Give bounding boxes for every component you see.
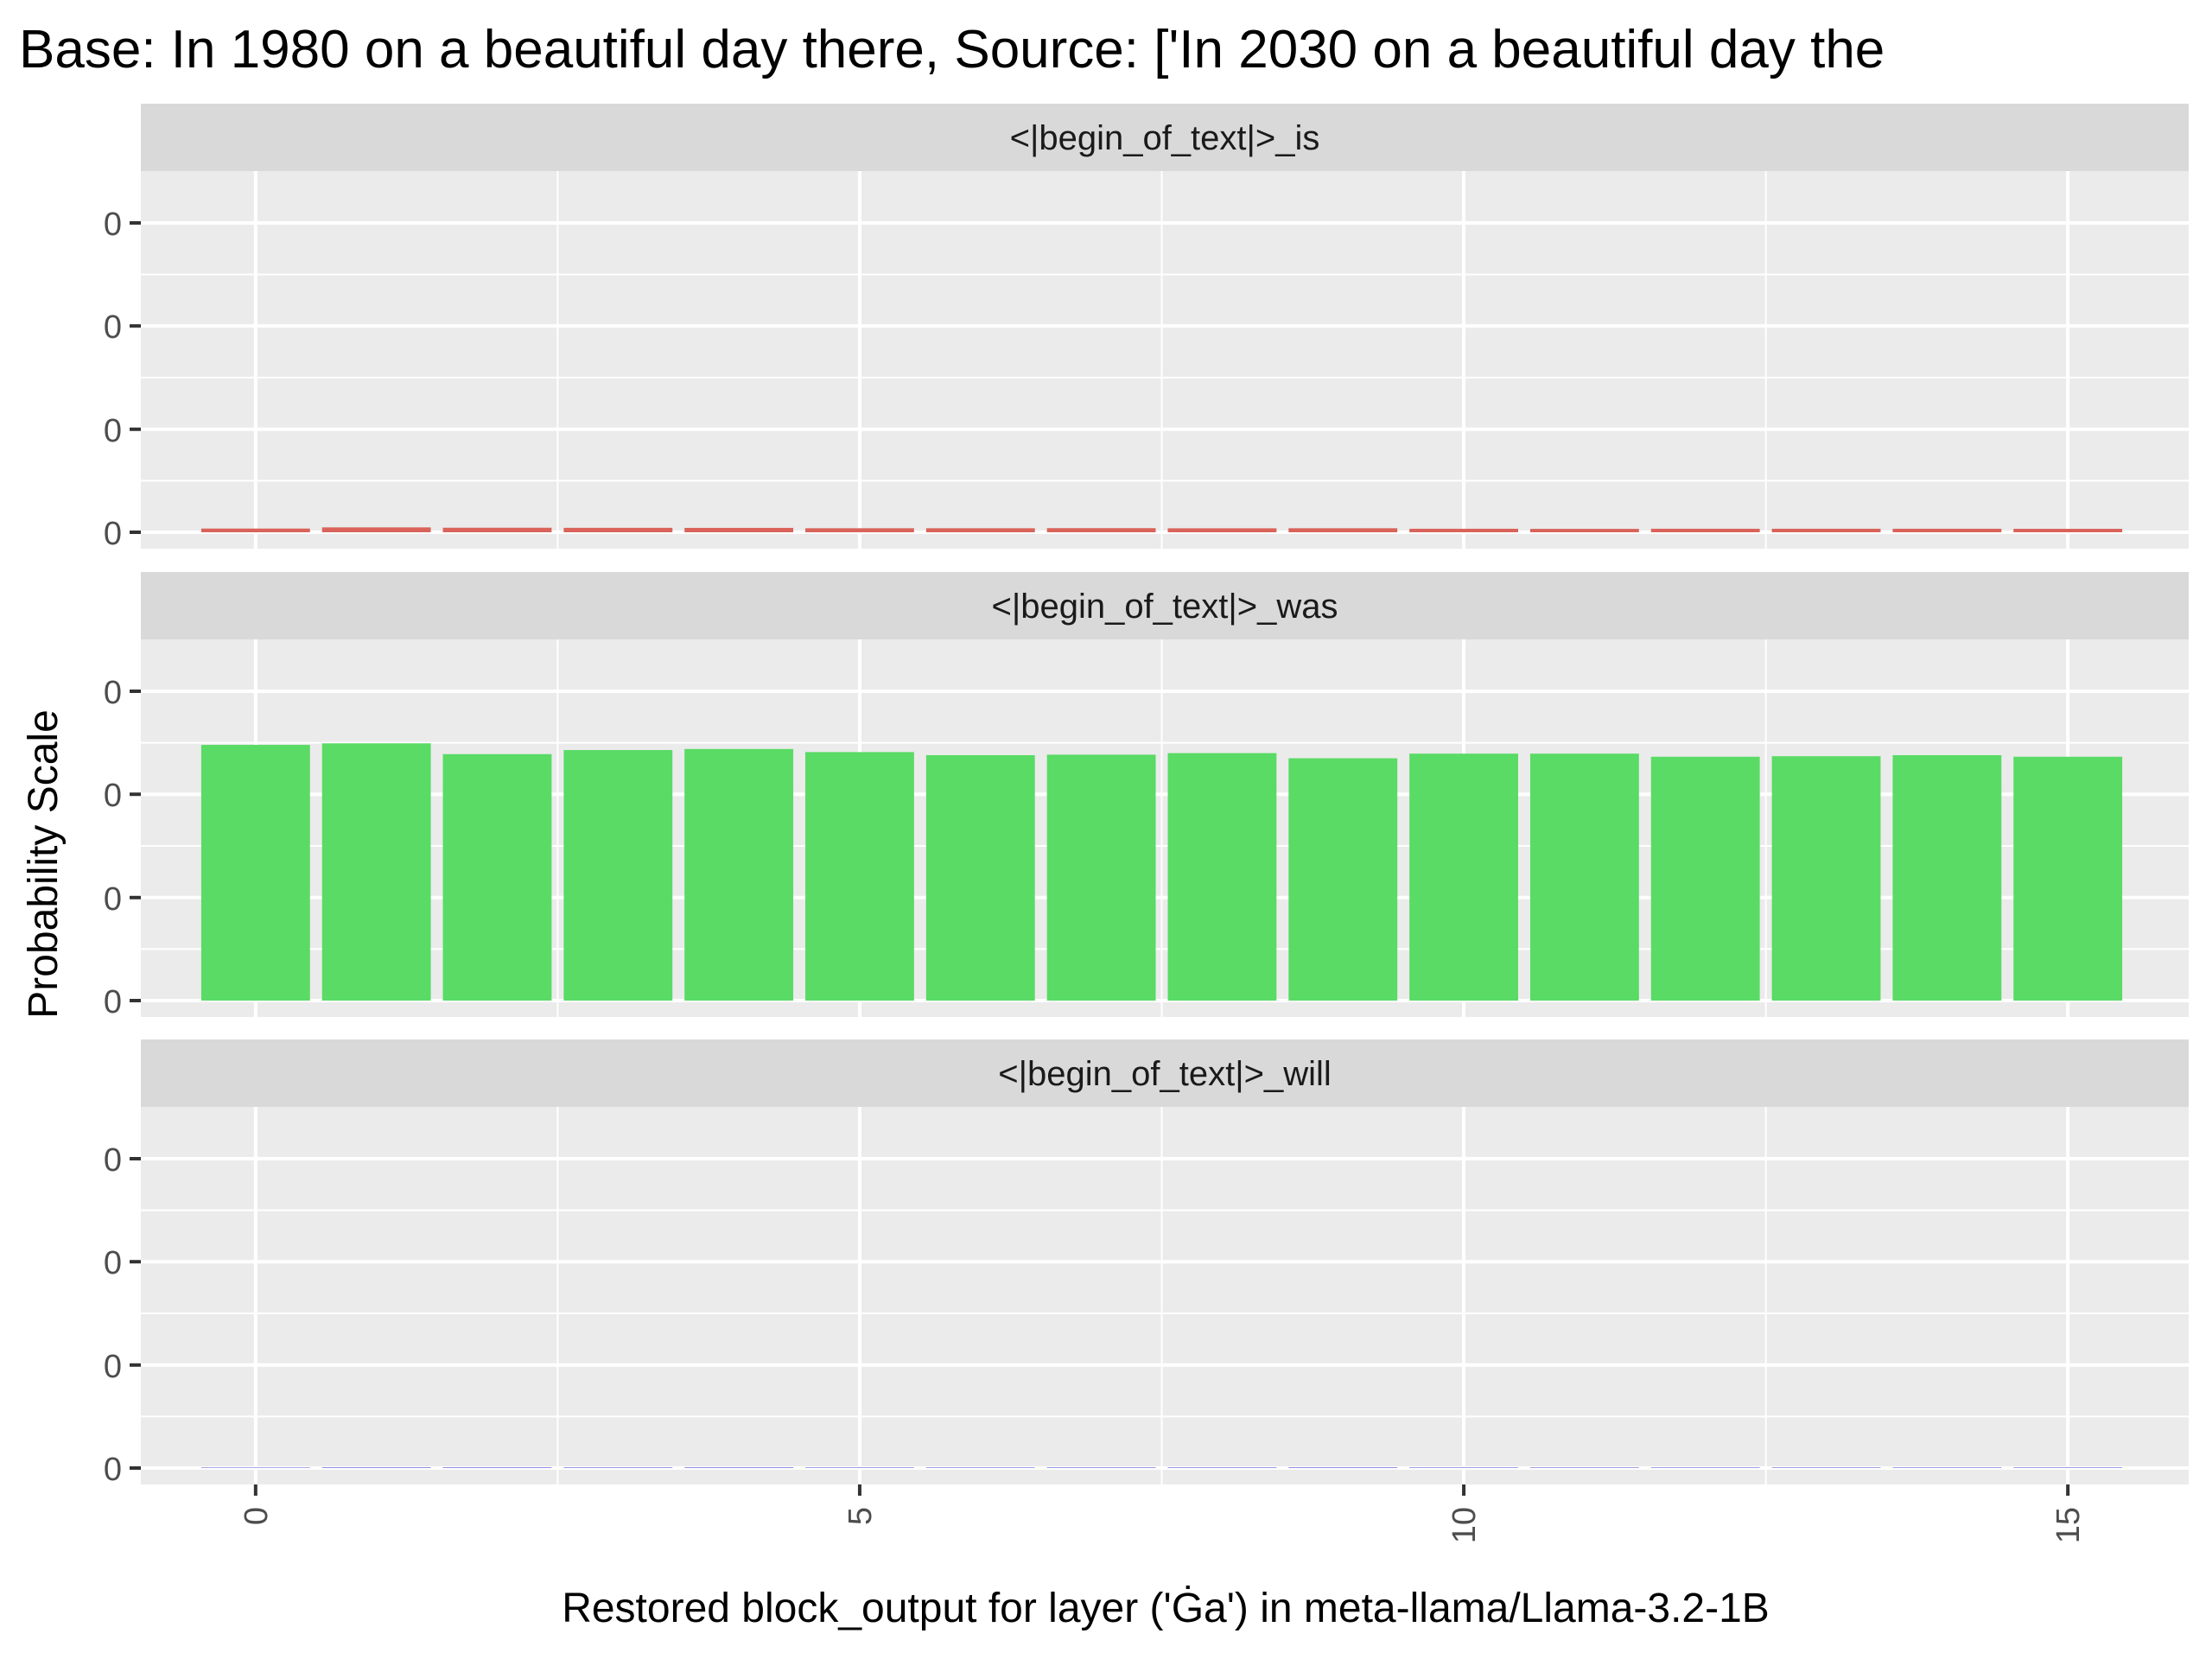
bar [1167,1467,1277,1468]
bar [805,1467,914,1468]
bar [1288,1467,1398,1468]
bar [442,527,552,532]
bar [1046,528,1156,532]
y-tick-label: 0 [104,207,122,243]
y-tick-label: 0 [104,413,122,449]
y-tick-label: 0 [104,309,122,346]
bar [1892,1467,2002,1468]
bar [1167,753,1277,1001]
y-axis-title: Probability Scale [21,709,67,1019]
panel-background [141,1107,2189,1484]
panel-background [141,171,2189,549]
x-axis: 0 5 10 15 [238,1484,2087,1543]
bar [2013,756,2123,1001]
bar [1288,528,1398,532]
y-tick-label: 0 [104,984,122,1020]
bar [925,754,1035,1001]
bar [1288,758,1398,1001]
bar [1409,1467,1518,1468]
bar [684,748,794,1001]
bar [1650,756,1760,1001]
bar-series [200,743,2123,1001]
bar [684,1467,794,1468]
y-tick-label: 0 [104,778,122,814]
bar [1892,528,2002,532]
bar-series [200,1467,2123,1469]
facet-strip [141,1039,2189,1107]
facet-strip [141,104,2189,171]
y-tick-label: 0 [104,1349,122,1385]
y-tick-label: 0 [104,675,122,711]
facet-panel: <|begin_of_text|>_was 0 0 0 0 [104,572,2189,1020]
bar [1409,753,1518,1001]
bar [925,528,1035,532]
facet-strip-label: <|begin_of_text|>_will [998,1055,1332,1093]
bar [563,1467,673,1468]
x-tick-label: 10 [1446,1507,1483,1543]
bar [442,753,552,1001]
bar [563,750,673,1001]
bar [1046,754,1156,1001]
facet-panel: <|begin_of_text|>_will 0 0 0 0 [104,1039,2189,1488]
bar [1650,528,1760,532]
y-tick-label: 0 [104,516,122,552]
y-tick-label: 0 [104,1452,122,1488]
bar [684,527,794,532]
bar [2013,529,2123,532]
chart-title: Base: In 1980 on a beautiful day there, … [19,20,1885,79]
y-tick-label: 0 [104,1245,122,1281]
bar [321,527,431,532]
bar [1529,1467,1639,1468]
x-axis-title: Restored block_output for layer ('Ġa') i… [562,1585,1770,1631]
bar [1771,528,1881,532]
bar [200,745,310,1001]
y-tick-label: 0 [104,1142,122,1179]
bar [200,528,310,532]
y-tick-label: 0 [104,881,122,918]
bar [321,743,431,1001]
facet-strip-label: <|begin_of_text|>_is [1010,119,1320,157]
bar [563,527,673,532]
bar [1409,528,1518,532]
bar [1771,1467,1881,1468]
bar [2013,1467,2123,1468]
x-tick-label: 15 [2050,1507,2087,1543]
bar [1167,528,1277,532]
bar [1892,754,2002,1001]
facet-panels: <|begin_of_text|>_is0000<|begin_of_text|… [104,104,2189,1488]
facet-strip [141,572,2189,639]
bar [805,752,914,1001]
bar-series [200,527,2123,532]
bar [1529,529,1639,532]
bar [1529,753,1639,1001]
facet-panel: <|begin_of_text|>_is 0 0 0 0 [104,104,2189,552]
bar [200,1467,310,1469]
x-tick-label: 0 [238,1507,275,1525]
bar [925,1467,1035,1468]
facet-strip-label: <|begin_of_text|>_was [991,588,1338,626]
bar [805,528,914,532]
x-tick-label: 5 [842,1507,879,1525]
bar [1650,1467,1760,1468]
bar [1771,756,1881,1001]
bar [442,1467,552,1468]
bar [321,1467,431,1468]
bar [1046,1467,1156,1468]
